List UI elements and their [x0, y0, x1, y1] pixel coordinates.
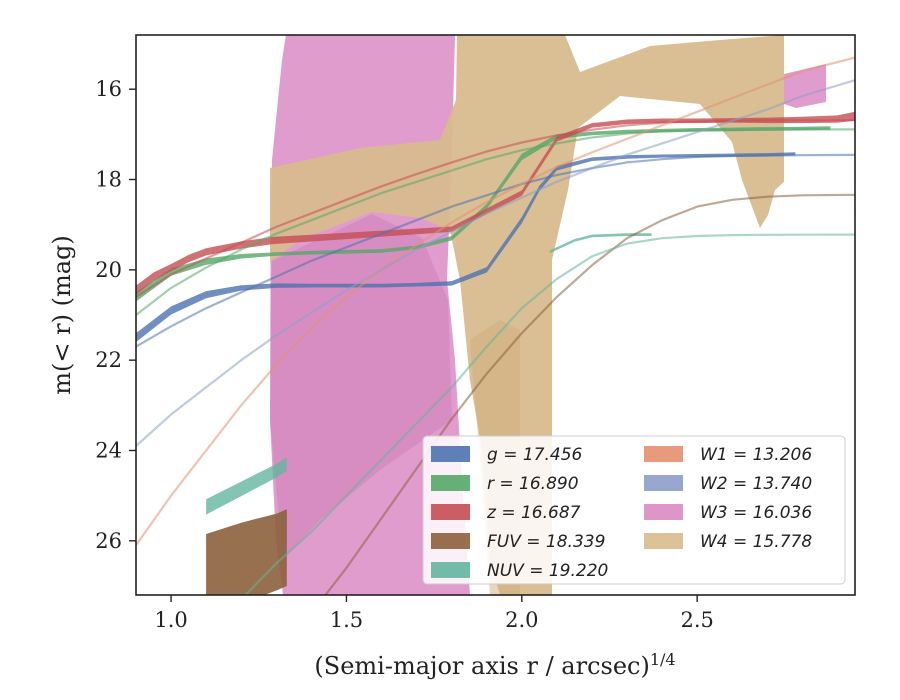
legend-label-fuv: FUV = 18.339: [487, 532, 605, 552]
fit-curve-nuv: [244, 233, 855, 595]
y-tick-label: 18: [95, 168, 122, 192]
y-tick-label: 20: [95, 258, 122, 282]
y-axis-label: m(< r) (mag): [48, 235, 76, 394]
legend-label-w4: W4 = 15.778: [700, 532, 812, 552]
fit-curve-z: [136, 119, 855, 298]
y-tick-label: 16: [95, 77, 122, 101]
legend-label-z: z = 16.687: [486, 503, 581, 523]
y-tick-label: 22: [95, 348, 122, 372]
fit-curve-w1: [136, 56, 855, 547]
legend-label-w3: W3 = 16.036: [700, 503, 812, 523]
legend-label-w2: W2 = 13.740: [700, 474, 812, 494]
y-tick-label: 26: [95, 529, 122, 553]
fit-curve-r: [136, 128, 855, 317]
legend-swatch-fuv: [431, 533, 470, 549]
x-tick-label: 2.5: [680, 608, 713, 632]
legend-swatch-nuv: [431, 562, 470, 578]
legend-swatch-w2: [644, 475, 683, 491]
legend-swatch-w4: [644, 533, 683, 549]
legend-label-r: r = 16.890: [487, 474, 579, 494]
legend-label-nuv: NUV = 19.220: [487, 561, 608, 581]
w3-inner-band: [270, 214, 452, 560]
fit-curve-w2: [136, 79, 855, 448]
w4-envelope: [270, 35, 784, 595]
band-nuv-extension: [549, 233, 652, 254]
legend-swatch-w3: [644, 504, 683, 520]
band-nuv: [206, 457, 287, 515]
fit-curve-fuv: [324, 193, 855, 595]
legend-swatch-w1: [644, 446, 683, 462]
legend-swatch-z: [431, 504, 470, 520]
legend-label-w1: W1 = 13.206: [700, 445, 812, 465]
x-axis-label: (Semi-major axis r / arcsec)1/4: [314, 650, 675, 680]
legend-swatch-g: [431, 446, 470, 462]
x-tick-label: 2.0: [505, 608, 538, 632]
x-tick-label: 1.0: [154, 608, 187, 632]
legend-label-g: g = 17.456: [487, 445, 583, 465]
fit-curve-g: [136, 153, 855, 348]
axis-ticks: 1.0 1.5 2.0 2.5 16 18 20 22 24 26: [95, 77, 714, 632]
plot-frame: [135, 34, 856, 596]
plot-area: [136, 35, 855, 595]
legend-swatch-r: [431, 475, 470, 491]
x-tick-label: 1.5: [330, 608, 363, 632]
y-tick-label: 24: [95, 438, 122, 462]
legend: g = 17.456 r = 16.890 z = 16.687 FUV = 18.3…: [422, 435, 846, 585]
legend-box: [422, 435, 846, 585]
